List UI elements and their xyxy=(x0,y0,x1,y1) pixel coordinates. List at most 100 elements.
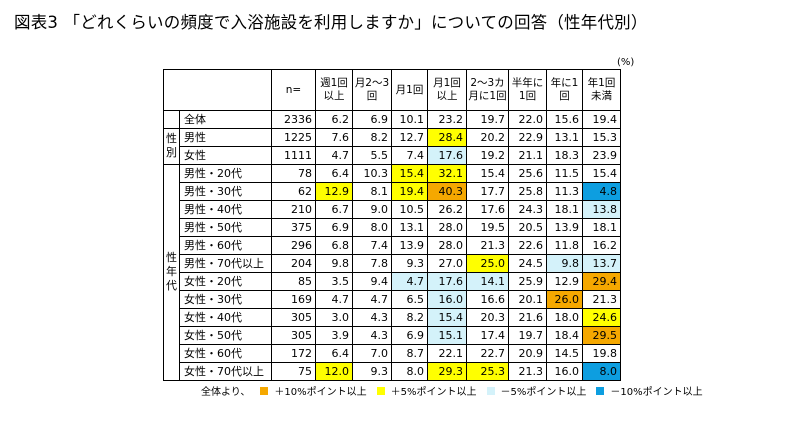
legend-prefix: 全体より、 xyxy=(201,387,251,398)
value-cell: 22.1 xyxy=(427,344,467,363)
value-cell: 12.0 xyxy=(315,362,353,381)
value-cell: 25.8 xyxy=(508,182,547,201)
sample-size-cell: 210 xyxy=(271,200,316,219)
value-cell: 28.0 xyxy=(427,218,467,237)
value-cell: 20.3 xyxy=(466,308,509,327)
value-cell: 8.2 xyxy=(352,128,392,147)
value-cell: 13.9 xyxy=(546,218,583,237)
sample-size-cell: 296 xyxy=(271,236,316,255)
value-cell: 22.9 xyxy=(508,128,547,147)
group-label: 性年代 xyxy=(166,251,177,292)
header-cell: 月2～3 回 xyxy=(352,69,392,111)
sample-size-cell: 172 xyxy=(271,344,316,363)
header-cell: n= xyxy=(271,69,316,111)
value-cell: 26.2 xyxy=(427,200,467,219)
value-cell: 9.8 xyxy=(546,254,583,273)
value-cell: 8.2 xyxy=(391,308,428,327)
value-cell: 24.6 xyxy=(582,308,621,327)
value-cell: 4.8 xyxy=(582,182,621,201)
value-cell: 7.8 xyxy=(352,254,392,273)
table-row: 男性・50代 375 6.9 8.0 13.1 28.0 19.5 20.5 13.9 18.1 xyxy=(164,218,621,237)
value-cell: 28.4 xyxy=(427,128,467,147)
value-cell: 4.7 xyxy=(391,272,428,291)
value-cell: 12.9 xyxy=(315,182,353,201)
value-cell: 4.7 xyxy=(352,290,392,309)
value-cell: 3.9 xyxy=(315,326,353,345)
value-cell: 8.0 xyxy=(352,218,392,237)
value-cell: 4.7 xyxy=(315,146,353,165)
row-label: 男性・40代 xyxy=(179,200,272,219)
value-cell: 15.4 xyxy=(466,164,509,183)
table-row: 性年代 男性・20代 78 6.4 10.3 15.4 32.1 15.4 25.6 11.5 15… xyxy=(163,164,621,381)
value-cell: 10.5 xyxy=(391,200,428,219)
group-cell: 性別 xyxy=(163,128,180,165)
sample-size-cell: 305 xyxy=(271,308,316,327)
legend-text-minus5: －5%ポイント以上 xyxy=(500,387,587,398)
value-cell: 15.4 xyxy=(391,164,428,183)
value-cell: 7.4 xyxy=(391,146,428,165)
header-cell: 年に1 回 xyxy=(546,69,583,111)
group-cell xyxy=(163,110,180,129)
row-label: 全体 xyxy=(179,110,272,129)
value-cell: 17.6 xyxy=(427,146,467,165)
row-label: 女性・20代 xyxy=(179,272,272,291)
sample-size-cell: 85 xyxy=(271,272,316,291)
value-cell: 29.5 xyxy=(582,326,621,345)
value-cell: 8.1 xyxy=(352,182,392,201)
value-cell: 23.2 xyxy=(427,110,467,129)
value-cell: 21.3 xyxy=(466,236,509,255)
value-cell: 9.0 xyxy=(352,200,392,219)
value-cell: 22.6 xyxy=(508,236,547,255)
value-cell: 19.4 xyxy=(391,182,428,201)
value-cell: 22.7 xyxy=(466,344,509,363)
row-label: 男性 xyxy=(179,128,272,147)
header-corner xyxy=(163,69,272,111)
value-cell: 3.0 xyxy=(315,308,353,327)
value-cell: 22.0 xyxy=(508,110,547,129)
value-cell: 16.2 xyxy=(582,236,621,255)
value-cell: 13.1 xyxy=(391,218,428,237)
value-cell: 10.3 xyxy=(352,164,392,183)
value-cell: 11.3 xyxy=(546,182,583,201)
value-cell: 6.8 xyxy=(315,236,353,255)
value-cell: 25.3 xyxy=(466,362,509,381)
value-cell: 3.5 xyxy=(315,272,353,291)
group-cell: 性年代 xyxy=(163,164,180,381)
value-cell: 6.2 xyxy=(315,110,353,129)
value-cell: 6.9 xyxy=(391,326,428,345)
value-cell: 19.8 xyxy=(582,344,621,363)
value-cell: 25.6 xyxy=(508,164,547,183)
value-cell: 20.9 xyxy=(508,344,547,363)
value-cell: 19.4 xyxy=(582,110,621,129)
legend-swatch-minus10 xyxy=(596,386,605,395)
table-row: 男性・40代 210 6.7 9.0 10.5 26.2 17.6 24.3 18.1 13.8 xyxy=(164,200,621,219)
table-row: 男性・60代 296 6.8 7.4 13.9 28.0 21.3 22.6 11.8 16.2 xyxy=(164,236,621,255)
value-cell: 11.5 xyxy=(546,164,583,183)
value-cell: 21.3 xyxy=(582,290,621,309)
legend-text-plus10: ＋10%ポイント以上 xyxy=(274,387,367,398)
value-cell: 18.1 xyxy=(546,200,583,219)
table-row: 女性・50代 305 3.9 4.3 6.9 15.1 17.4 19.7 18.4 29.5 xyxy=(164,326,621,345)
value-cell: 17.6 xyxy=(466,200,509,219)
value-cell: 17.6 xyxy=(427,272,467,291)
value-cell: 17.4 xyxy=(466,326,509,345)
header-cell: 半年に 1回 xyxy=(508,69,547,111)
value-cell: 6.9 xyxy=(352,110,392,129)
legend-swatch-minus5 xyxy=(486,386,495,395)
value-cell: 15.4 xyxy=(427,308,467,327)
value-cell: 21.1 xyxy=(508,146,547,165)
row-label: 女性・60代 xyxy=(179,344,272,363)
color-legend: 全体より、 ＋10%ポイント以上 ＋5%ポイント以上 －5%ポイント以上 －10… xyxy=(201,383,703,398)
unit-label: (%) xyxy=(617,57,635,68)
row-label: 女性 xyxy=(179,146,272,165)
row-label: 男性・20代 xyxy=(179,164,272,183)
value-cell: 7.0 xyxy=(352,344,392,363)
header-cell: 2～3カ 月に1回 xyxy=(466,69,509,111)
table-row: 女性・70代以上 75 12.0 9.3 8.0 29.3 25.3 21.3 16.0 8.0 xyxy=(164,362,621,381)
value-cell: 9.8 xyxy=(315,254,353,273)
value-cell: 11.8 xyxy=(546,236,583,255)
value-cell: 20.2 xyxy=(466,128,509,147)
value-cell: 4.7 xyxy=(315,290,353,309)
legend-text-minus10: －10%ポイント以上 xyxy=(610,387,703,398)
value-cell: 32.1 xyxy=(427,164,467,183)
